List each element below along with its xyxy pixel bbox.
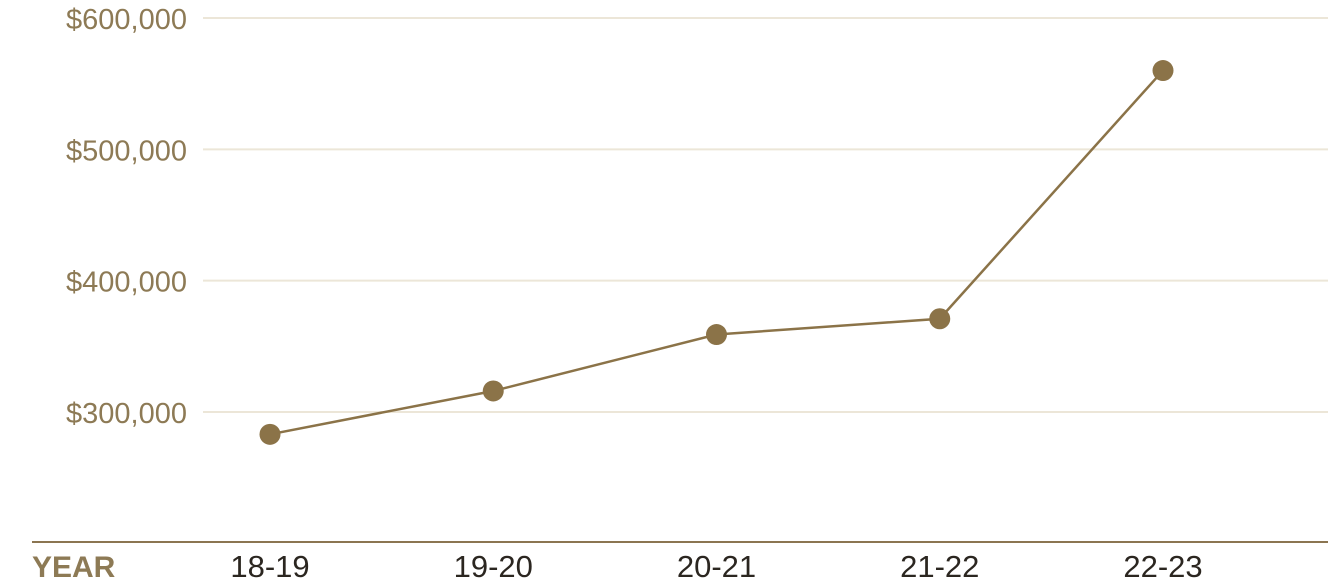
x-tick-label: 21-22: [900, 549, 979, 583]
y-tick-label: $500,000: [66, 135, 187, 167]
y-tick-label: $600,000: [66, 4, 187, 36]
y-tick-label: $400,000: [66, 267, 187, 299]
x-tick-label: 19-20: [454, 549, 533, 583]
x-tick-label: 18-19: [230, 549, 309, 583]
series-line: [269, 69, 1164, 436]
data-series: [259, 60, 1174, 445]
y-axis-tick-labels: $300,000 $400,000 $500,000 $600,000: [66, 4, 187, 430]
y-tick-label: $300,000: [66, 398, 187, 430]
x-tick-label: 20-21: [677, 549, 756, 583]
data-point: [482, 380, 504, 402]
data-point: [259, 423, 281, 445]
x-axis-tick-labels: 18-19 19-20 20-21 21-22 22-23: [230, 549, 1202, 583]
data-point: [929, 308, 951, 330]
gridlines: [203, 17, 1328, 413]
data-point: [1152, 60, 1174, 82]
x-tick-label: 22-23: [1123, 549, 1202, 583]
x-axis-label: YEAR: [32, 551, 116, 583]
data-point: [706, 324, 727, 346]
